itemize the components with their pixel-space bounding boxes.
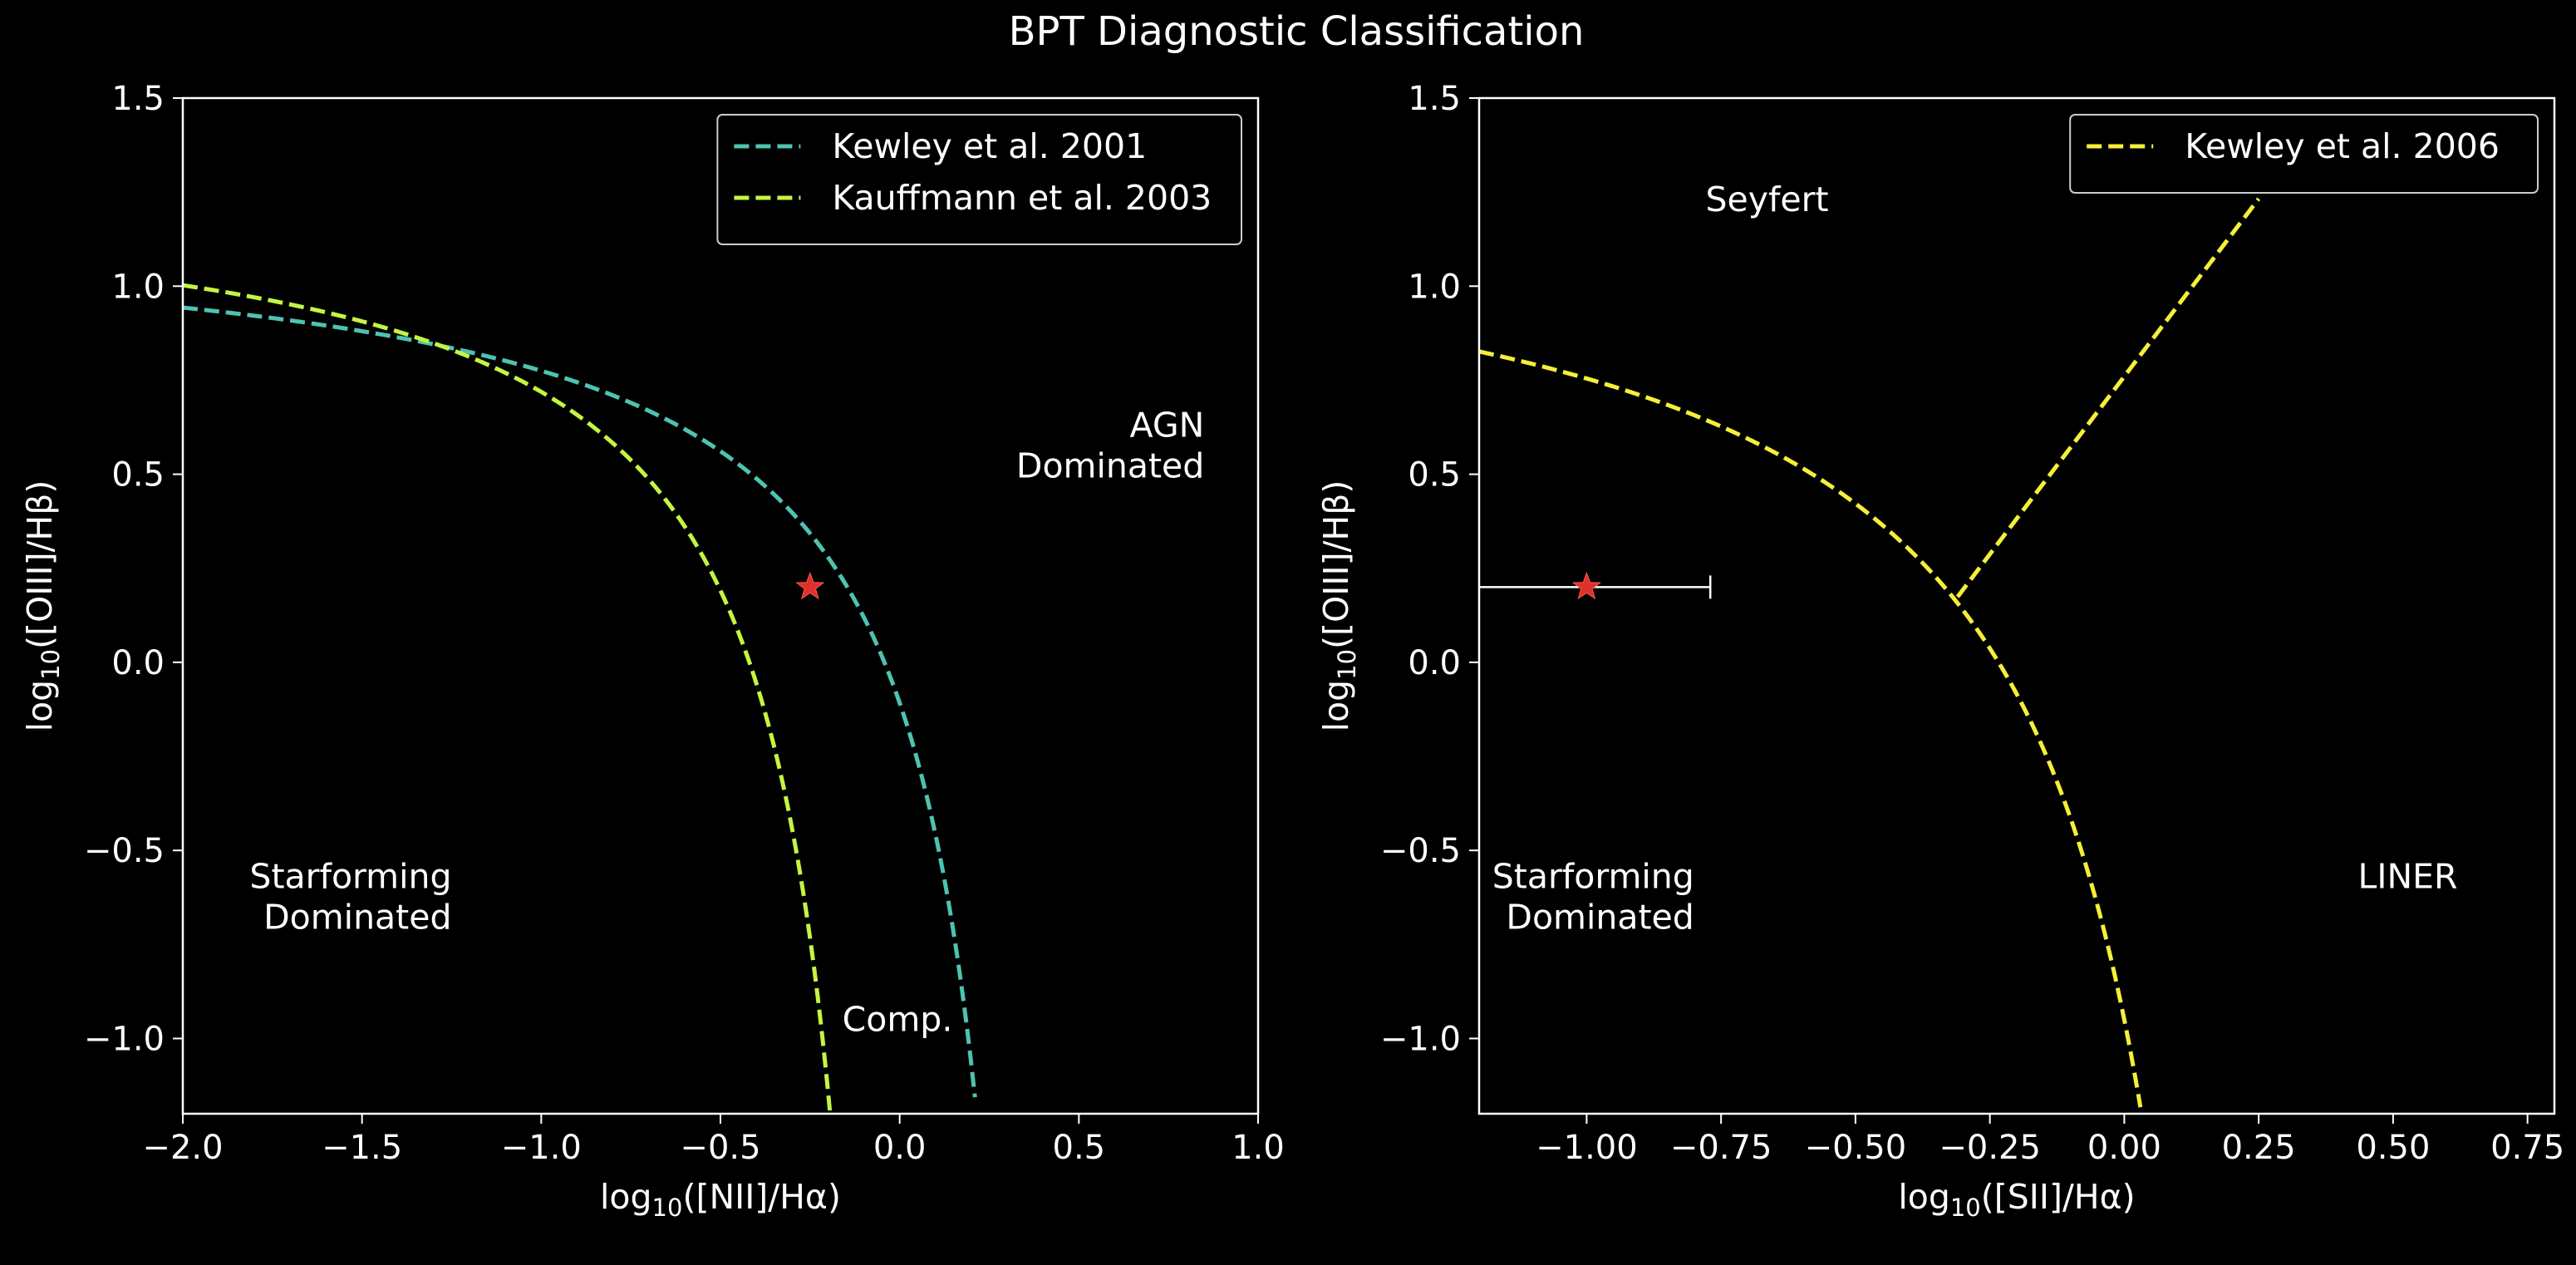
sii-panel: −1.00 −0.75 −0.50 −0.25 0.00 0.25 0.50 0.75 −1.0…	[1316, 80, 2564, 1222]
legend-box	[2069, 114, 2539, 194]
y-tick-label: 0.0	[1408, 644, 1461, 682]
region-label: Starforming Dominated	[249, 856, 451, 937]
demarcation-line-kauffmann-et-al-2003	[183, 283, 833, 1114]
x-tick-label: 0.25	[2222, 1129, 2296, 1167]
region-label: AGN Dominated	[1016, 405, 1204, 485]
y-tick-label: −1.0	[1380, 1020, 1461, 1058]
x-tick-label: 0.75	[2490, 1129, 2564, 1167]
y-axis-label: log10([OIII]/Hβ)	[1316, 480, 1361, 732]
region-label: Comp.	[843, 999, 953, 1039]
demarcation-line-kewley-et-al-2001	[183, 305, 977, 1098]
x-tick-label: −0.25	[1939, 1129, 2041, 1167]
x-tick-label: −2.0	[142, 1129, 223, 1167]
region-label: LINER	[2358, 856, 2458, 896]
y-tick-label: 1.0	[1408, 268, 1461, 306]
x-tick-label: −0.50	[1805, 1129, 1907, 1167]
y-tick-label: 1.5	[1408, 80, 1461, 118]
x-tick-label: −1.0	[501, 1129, 582, 1167]
x-axis-label: log10([NII]/Hα)	[600, 1177, 841, 1222]
plot-frame	[1477, 96, 2556, 1115]
region-label: Starforming Dominated	[1492, 856, 1694, 937]
x-tick-label: 0.00	[2087, 1129, 2161, 1167]
x-tick-label: −1.00	[1536, 1129, 1638, 1167]
galaxy-point-star-icon	[1571, 571, 1601, 600]
x-tick-label: 0.5	[1053, 1129, 1106, 1167]
y-tick-label: −1.0	[84, 1020, 165, 1058]
plot-frame	[181, 96, 1260, 1115]
legend: Kewley et al. 2006	[2069, 114, 2539, 194]
plot-area	[183, 283, 977, 1114]
x-tick-label: 0.0	[873, 1129, 927, 1167]
x-axis-label: log10([SII]/Hα)	[1898, 1177, 2135, 1222]
y-tick-label: 0.5	[111, 456, 165, 495]
galaxy-point-star-icon	[795, 571, 825, 600]
plot-area	[1479, 197, 2261, 1108]
legend-label: Kewley et al. 2006	[2185, 126, 2500, 166]
nii-panel: −2.0 −1.5 −1.0 −0.5 0.0 0.5 1.0 −1.0 −0.5 0.0 0.5 1…	[20, 80, 1285, 1222]
legend-label: Kewley et al. 2001	[832, 126, 1147, 166]
y-tick-label: 0.0	[111, 644, 165, 682]
y-tick-label: 0.5	[1408, 456, 1461, 495]
figure-title: BPT Diagnostic Classification	[1009, 8, 1585, 55]
region-label: Seyfert	[1705, 180, 1828, 219]
x-tick-label: −0.5	[680, 1129, 760, 1167]
y-tick-label: −0.5	[84, 832, 165, 870]
legend: Kewley et al. 2001 Kauffmann et al. 2003	[716, 114, 1242, 245]
y-tick-label: −0.5	[1380, 832, 1461, 870]
x-tick-label: 0.50	[2356, 1129, 2430, 1167]
y-tick-label: 1.0	[111, 268, 165, 306]
x-tick-label: −0.75	[1670, 1129, 1772, 1167]
y-axis-label: log10([OIII]/Hβ)	[20, 480, 65, 732]
legend-box	[716, 114, 1242, 245]
y-tick-label: 1.5	[111, 80, 165, 118]
demarcation-line-kewley-et-al-2006	[1479, 349, 2143, 1108]
x-tick-label: −1.5	[322, 1129, 402, 1167]
legend-label: Kauffmann et al. 2003	[832, 178, 1212, 218]
x-tick-label: 1.0	[1231, 1129, 1285, 1167]
demarcation-line-extension	[1955, 197, 2261, 598]
